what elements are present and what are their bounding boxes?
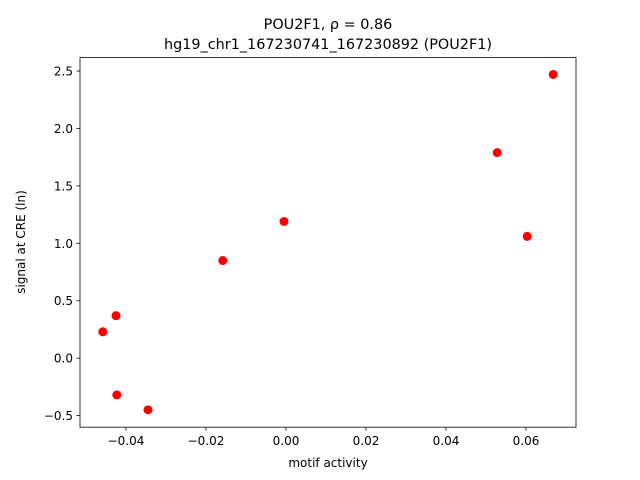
chart-title: POU2F1, ρ = 0.86 <box>264 17 393 33</box>
x-tick-label: −0.02 <box>188 434 225 448</box>
scatter-point <box>522 231 532 241</box>
scatter-point <box>143 405 153 415</box>
scatter-point <box>112 390 122 400</box>
x-tick-label: 0.04 <box>433 434 460 448</box>
y-tick-label: 1.5 <box>54 179 73 193</box>
y-axis-label: signal at CRE (ln) <box>14 190 28 294</box>
chart-subtitle: hg19_chr1_167230741_167230892 (POU2F1) <box>164 37 492 53</box>
scatter-point <box>98 327 108 337</box>
y-tick-label: 1.0 <box>54 237 73 251</box>
x-tick-label: −0.04 <box>108 434 145 448</box>
x-tick-label: 0.06 <box>513 434 540 448</box>
y-tick-label: −0.5 <box>44 409 73 423</box>
plot-frame <box>79 57 577 428</box>
scatter-point <box>111 311 121 321</box>
y-tick-label: 2.5 <box>54 65 73 79</box>
scatter-point <box>492 148 502 158</box>
y-tick-label: 0.5 <box>54 294 73 308</box>
x-tick-label: 0.02 <box>353 434 380 448</box>
x-axis-label: motif activity <box>288 456 367 470</box>
x-tick-label: 0.00 <box>273 434 300 448</box>
scatter-point <box>548 69 558 79</box>
y-tick-label: 2.0 <box>54 122 73 136</box>
scatter-point <box>279 216 289 226</box>
scatter-point <box>218 256 228 266</box>
y-tick-label: 0.0 <box>54 352 73 366</box>
